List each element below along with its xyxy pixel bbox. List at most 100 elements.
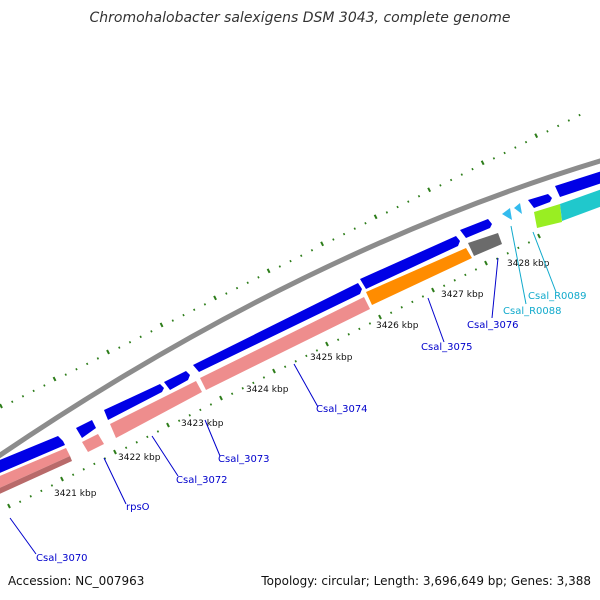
tick-mark [503,151,506,155]
cyan-feature-block [560,189,600,221]
tick-mark [203,303,207,306]
tick-mark [527,241,531,244]
trna-marker [514,203,522,214]
tick-mark [150,330,153,333]
gene-label: Csal_3073 [218,454,270,465]
tick-mark [11,400,14,403]
tick-mark [332,238,335,241]
scale-label: 3422 kbp [118,453,161,463]
tick-mark [407,200,410,203]
tick-mark [378,314,382,320]
tick-mark [106,349,110,355]
tick-mark [86,362,89,366]
tick-mark [464,273,467,277]
tick-mark [135,441,138,444]
forward-cds-block [0,436,65,473]
tick-mark [411,300,414,304]
tick-mark [235,286,239,290]
tick-mark [353,227,356,230]
tick-mark [396,205,399,209]
tick-mark [82,468,85,471]
tick-mark [546,130,549,133]
tick-mark [262,376,266,379]
tick-mark [358,327,361,331]
tick-mark [310,249,314,252]
tick-mark [71,473,75,476]
tick-mark [517,246,520,250]
forward-cds-block [76,420,96,438]
tick-mark [50,484,54,487]
green-feature-block [534,204,562,228]
scale-label: 3424 kbp [246,385,289,395]
tick-mark [294,360,297,363]
tick-mark [171,319,174,322]
tick-mark [431,287,435,293]
forward-cds-block [460,219,492,238]
tick-mark [60,476,64,482]
tick-mark [252,381,255,385]
tick-mark [453,279,456,282]
tick-mark [492,157,496,160]
tick-mark [209,403,213,406]
forward-cds-block [193,283,362,372]
tick-mark [75,368,78,371]
reverse-gene-block [200,297,370,390]
tick-mark [96,357,100,360]
tick-mark [272,368,276,374]
tick-mark [156,430,160,433]
tick-mark [128,340,132,344]
genome-title: Chromohalobacter salexigens DSM 3043, co… [89,10,511,26]
forward-cds-block [164,371,190,390]
tick-mark [246,281,249,284]
tick-mark [514,146,517,149]
tick-mark [257,276,260,279]
tick-mark [118,346,121,349]
tick-mark [193,308,196,312]
gene-labels: Csal_3070 rpsO Csal_3072 Csal_3073 Csal_… [36,291,587,564]
reverse-strand [0,189,600,494]
tick-mark [347,333,350,336]
tick-mark [439,184,442,187]
backbone [0,158,600,459]
tick-mark [103,457,107,460]
tick-mark [474,268,478,271]
tick-mark [166,422,170,428]
scale-labels: 3421 kbp 3422 kbp 3423 kbp 3424 kbp 3425… [54,259,550,499]
tick-mark [385,211,389,214]
tick-mark [305,354,308,358]
tick-mark [0,403,3,409]
forward-strand [0,171,600,473]
gene-label: Csal_3076 [467,320,519,331]
gene-label: Csal_3074 [316,404,368,415]
tick-mark [342,232,346,236]
tick-mark [32,389,35,393]
tick-mark [524,140,528,144]
inner-tick-ring [7,233,541,509]
tick-mark [484,260,488,266]
tick-mark [21,395,25,398]
accession-text: Accession: NC_007963 [8,574,145,588]
topology-text: Topology: circular; Length: 3,696,649 bp… [261,574,591,588]
tick-mark [52,376,57,382]
tick-mark [320,241,325,247]
tick-mark [241,387,244,390]
tick-mark [567,119,571,122]
tick-mark [283,365,287,368]
tick-mark [506,252,509,255]
tick-mark [177,419,181,422]
forward-cds-block [104,384,164,420]
tick-mark [556,124,560,128]
tick-mark [442,284,446,287]
reverse-gene-block [0,456,72,494]
label-leaders [9,225,557,555]
tick-mark [373,214,378,220]
gene-label: Csal_R0089 [528,291,587,302]
tick-mark [266,268,271,274]
tick-mark [230,392,234,395]
tick-mark [113,449,117,455]
tick-mark [278,265,282,268]
tick-mark [325,341,329,347]
trna-marker [502,208,512,220]
gene-label: rpsO [126,502,150,513]
tick-mark [480,160,485,166]
